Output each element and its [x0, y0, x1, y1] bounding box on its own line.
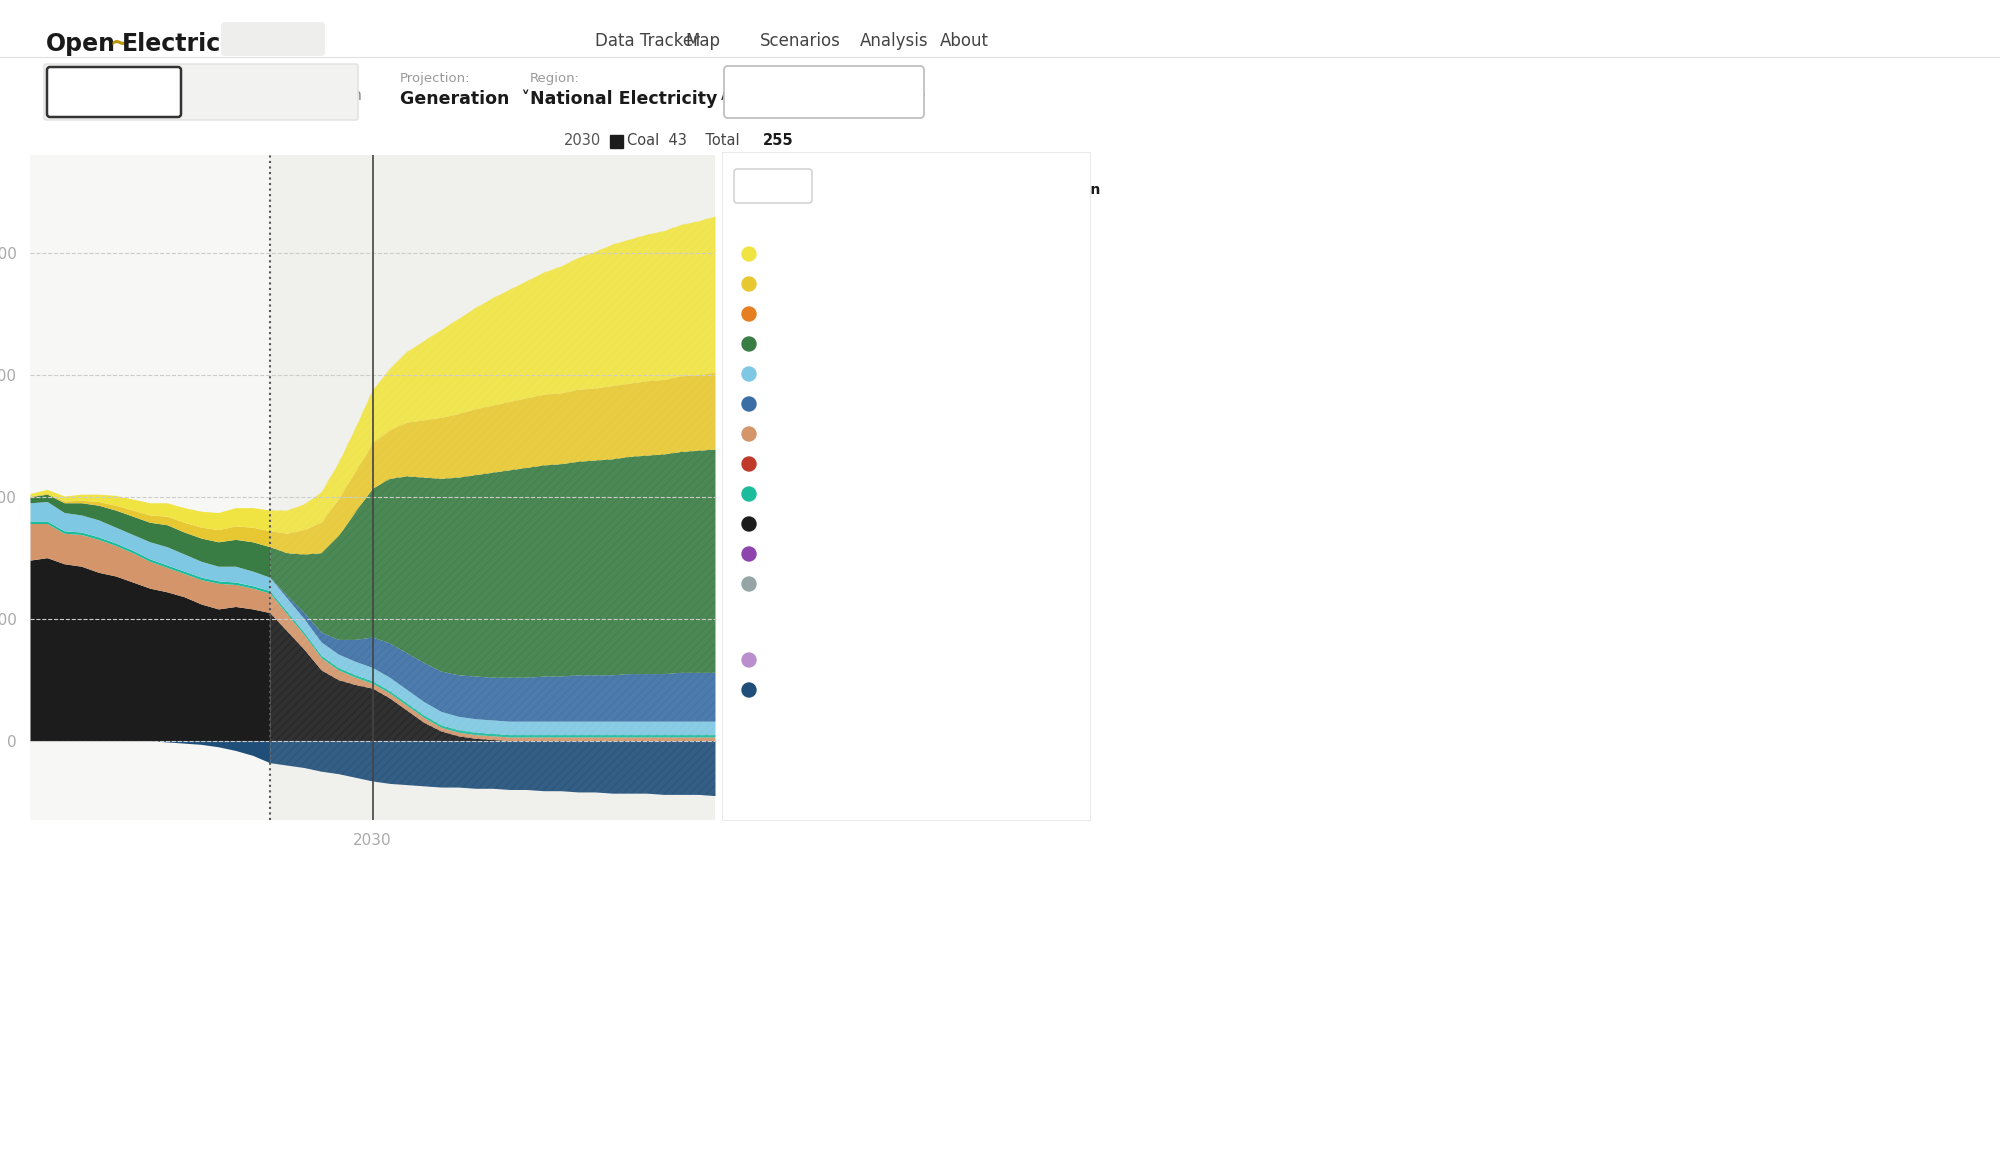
- Text: 4: 4: [932, 427, 940, 442]
- Text: Default  ˅: Default ˅: [742, 183, 804, 196]
- Circle shape: [742, 427, 756, 441]
- Text: Exports: Exports: [762, 654, 814, 668]
- Text: Sources: Sources: [736, 219, 802, 236]
- Text: By Region: By Region: [286, 88, 362, 103]
- Text: 0%: 0%: [1002, 578, 1024, 592]
- Text: 0: 0: [932, 458, 940, 472]
- Text: Battery (Discharging): Battery (Discharging): [762, 398, 912, 412]
- Circle shape: [742, 337, 756, 350]
- Text: Analysis: Analysis: [860, 32, 928, 51]
- Text: AEMO Step Change 2024  +: AEMO Step Change 2024 +: [722, 88, 926, 103]
- Circle shape: [742, 517, 756, 531]
- FancyBboxPatch shape: [44, 64, 358, 119]
- Text: Map: Map: [684, 32, 720, 51]
- Text: 0%: 0%: [1002, 458, 1024, 472]
- Text: Coal: Coal: [762, 518, 792, 532]
- Text: 11: 11: [922, 368, 940, 381]
- Text: 122: 122: [914, 338, 940, 352]
- Text: 14%: 14%: [1002, 278, 1032, 292]
- Circle shape: [742, 247, 756, 261]
- Bar: [722, 152, 1090, 820]
- FancyBboxPatch shape: [724, 65, 924, 118]
- FancyBboxPatch shape: [734, 169, 812, 203]
- Text: Coal  43    Total: Coal 43 Total: [628, 133, 748, 148]
- Text: 37: 37: [922, 278, 940, 292]
- Circle shape: [742, 577, 756, 591]
- Circle shape: [742, 367, 756, 381]
- Text: 0: 0: [932, 308, 940, 322]
- Text: -13%: -13%: [1002, 684, 1038, 697]
- Text: Distillate: Distillate: [762, 458, 824, 472]
- Text: -33: -33: [914, 626, 940, 641]
- Text: 0: 0: [932, 548, 940, 562]
- Text: National Electricity Market  ˅: National Electricity Market ˅: [530, 90, 812, 108]
- Circle shape: [742, 653, 756, 668]
- Text: 0%: 0%: [1002, 654, 1024, 668]
- Circle shape: [742, 457, 756, 471]
- Text: 0%: 0%: [1002, 548, 1024, 562]
- Bar: [270, 155, 716, 820]
- Text: Imports: Imports: [762, 548, 816, 562]
- Text: Bioenergy: Bioenergy: [762, 488, 832, 502]
- Text: Gas: Gas: [762, 427, 788, 442]
- Text: 0: 0: [932, 488, 940, 502]
- Circle shape: [742, 683, 756, 697]
- Circle shape: [742, 307, 756, 321]
- Text: Solar (Utility): Solar (Utility): [762, 278, 854, 292]
- Text: 255: 255: [908, 734, 940, 749]
- Text: Open: Open: [46, 32, 116, 56]
- Text: Solar (Rooftop): Solar (Rooftop): [762, 248, 866, 262]
- Circle shape: [742, 547, 756, 561]
- Text: 0%: 0%: [1002, 308, 1024, 322]
- Bar: [610, 134, 624, 148]
- Circle shape: [742, 487, 756, 501]
- Text: 0: 0: [932, 578, 940, 592]
- Text: By Technology: By Technology: [52, 88, 176, 103]
- Circle shape: [742, 398, 756, 411]
- Text: Electricity: Electricity: [122, 32, 256, 56]
- Text: Contribution: Contribution: [1002, 183, 1100, 196]
- Text: Loads: Loads: [736, 626, 786, 641]
- Text: Demand Response: Demand Response: [762, 578, 892, 592]
- Text: About: About: [940, 32, 988, 51]
- Text: 17%: 17%: [1002, 518, 1032, 532]
- Text: Hydro: Hydro: [762, 368, 804, 381]
- Text: 2030: 2030: [564, 133, 602, 148]
- Text: 0%: 0%: [1002, 488, 1024, 502]
- Text: 25: 25: [922, 398, 940, 412]
- Text: 255: 255: [764, 133, 794, 148]
- Text: Solar (Thermal): Solar (Thermal): [762, 308, 870, 322]
- Text: By Scenario: By Scenario: [196, 88, 288, 103]
- Text: 4%: 4%: [1002, 368, 1024, 381]
- Text: 10%: 10%: [1002, 398, 1032, 412]
- Text: Wind: Wind: [762, 338, 796, 352]
- Text: 2%: 2%: [1002, 427, 1024, 442]
- FancyBboxPatch shape: [48, 67, 180, 117]
- Text: Projection:: Projection:: [400, 72, 470, 85]
- FancyBboxPatch shape: [220, 22, 324, 56]
- Text: PUBLIC BETA: PUBLIC BETA: [240, 37, 306, 47]
- Text: Data Tracker: Data Tracker: [596, 32, 700, 51]
- Text: ~: ~: [110, 32, 130, 56]
- Text: -33: -33: [918, 684, 940, 697]
- Circle shape: [742, 277, 756, 291]
- Text: Net: Net: [736, 734, 768, 749]
- Text: Region:: Region:: [530, 72, 580, 85]
- Text: Generation  ˅: Generation ˅: [400, 90, 530, 108]
- Text: Battery (Charging): Battery (Charging): [762, 684, 892, 697]
- Text: 43: 43: [922, 518, 940, 532]
- Text: Generation (TWh): Generation (TWh): [800, 183, 940, 196]
- Bar: [30, 155, 270, 820]
- Text: 48%: 48%: [1002, 338, 1032, 352]
- Text: 44: 44: [922, 248, 940, 262]
- Text: 288: 288: [910, 219, 940, 236]
- Text: 17%: 17%: [1002, 248, 1032, 262]
- Text: Scenarios: Scenarios: [760, 32, 840, 51]
- Text: 0: 0: [932, 654, 940, 668]
